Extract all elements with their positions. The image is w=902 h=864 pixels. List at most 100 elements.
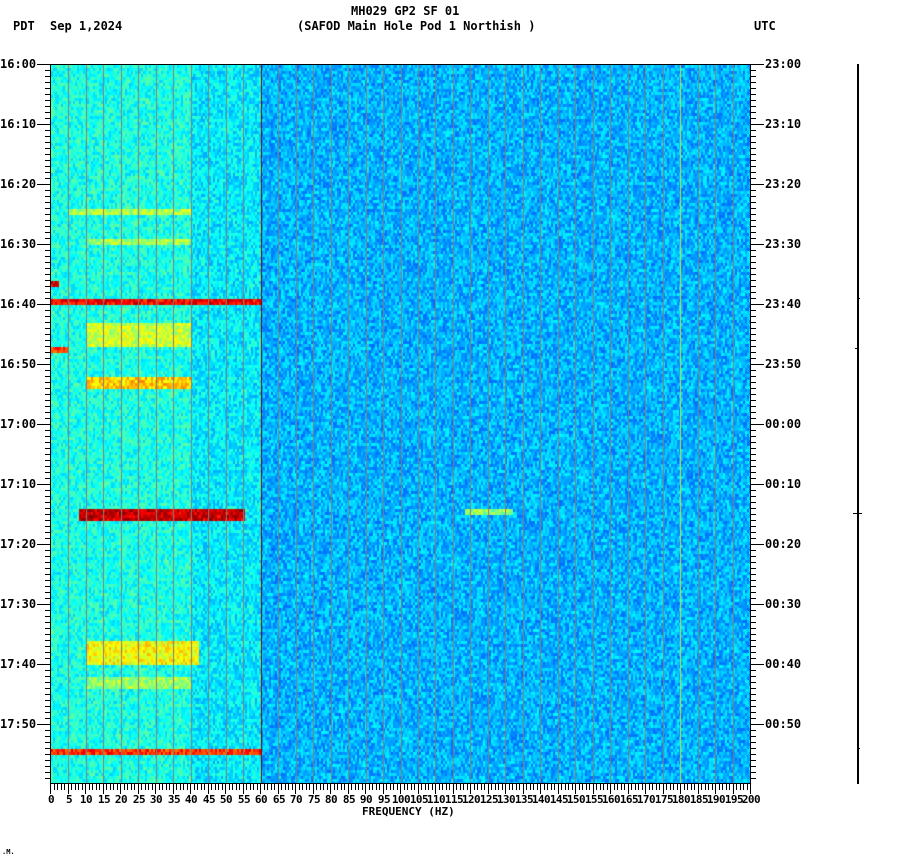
x-tick-label: 165 xyxy=(619,793,639,806)
x-tick xyxy=(57,784,58,790)
y-tick-left xyxy=(45,100,50,101)
x-tick xyxy=(663,784,664,794)
y-tick-right xyxy=(751,622,756,623)
x-tick xyxy=(533,784,534,790)
x-tick xyxy=(208,784,209,794)
x-tick xyxy=(575,784,576,794)
x-tick xyxy=(134,784,135,790)
x-tick-label: 105 xyxy=(409,793,429,806)
x-tick xyxy=(141,784,142,790)
y-tick-left xyxy=(45,298,50,299)
x-tick xyxy=(512,784,513,790)
x-tick xyxy=(540,784,541,794)
y-tick-left xyxy=(45,214,50,215)
x-tick-label: 40 xyxy=(184,793,198,806)
y-tick-right xyxy=(751,214,756,215)
x-tick xyxy=(656,784,657,790)
seismic-trace-line xyxy=(857,64,859,784)
x-tick xyxy=(733,784,734,794)
x-tick xyxy=(642,784,643,790)
x-tick xyxy=(257,784,258,790)
y-tick-right xyxy=(751,172,756,173)
y-tick-right xyxy=(751,388,756,389)
x-tick xyxy=(152,784,153,790)
x-tick xyxy=(316,784,317,790)
y-tick-right xyxy=(751,742,756,743)
x-tick xyxy=(747,784,748,790)
x-tick xyxy=(155,784,156,794)
x-tick xyxy=(631,784,632,790)
chart-subtitle: (SAFOD Main Hole Pod 1 Northish ) xyxy=(297,19,536,33)
x-tick xyxy=(530,784,531,790)
y-tick-left xyxy=(45,406,50,407)
y-label-left: 16:40 xyxy=(0,297,37,311)
y-tick-left xyxy=(45,550,50,551)
x-tick xyxy=(743,784,744,790)
y-tick-left xyxy=(45,676,50,677)
x-tick-label: 20 xyxy=(114,793,128,806)
y-tick-right xyxy=(751,112,756,113)
x-tick xyxy=(89,784,90,790)
y-tick-left xyxy=(45,538,50,539)
y-tick-left xyxy=(45,568,50,569)
y-tick-left xyxy=(45,112,50,113)
x-tick-label: 45 xyxy=(202,793,216,806)
y-tick-right xyxy=(751,766,756,767)
y-tick-left xyxy=(45,190,50,191)
x-tick xyxy=(666,784,667,790)
x-tick xyxy=(719,784,720,790)
x-tick xyxy=(173,784,174,794)
x-tick xyxy=(705,784,706,790)
x-tick xyxy=(372,784,373,790)
y-tick-left xyxy=(45,142,50,143)
x-tick xyxy=(624,784,625,790)
x-tick xyxy=(82,784,83,790)
y-label-left: 16:10 xyxy=(0,117,37,131)
y-tick-left xyxy=(45,532,50,533)
x-tick xyxy=(523,784,524,794)
x-tick-label: 15 xyxy=(97,793,111,806)
y-tick-left xyxy=(37,724,50,725)
x-tick-label: 5 xyxy=(65,793,73,806)
x-tick xyxy=(698,784,699,794)
y-tick-right xyxy=(751,616,756,617)
y-tick-right xyxy=(751,82,756,83)
y-tick-right xyxy=(751,670,756,671)
y-tick-left xyxy=(45,562,50,563)
x-tick xyxy=(568,784,569,790)
x-tick xyxy=(701,784,702,790)
x-tick-label: 55 xyxy=(237,793,251,806)
x-tick xyxy=(519,784,520,790)
x-tick xyxy=(537,784,538,790)
x-tick-label: 195 xyxy=(724,793,744,806)
x-tick xyxy=(306,784,307,790)
x-tick xyxy=(414,784,415,790)
y-tick-left xyxy=(37,664,50,665)
x-tick xyxy=(694,784,695,790)
y-tick-right xyxy=(751,136,756,137)
y-tick-left xyxy=(45,574,50,575)
y-tick-left xyxy=(45,766,50,767)
y-tick-left xyxy=(45,346,50,347)
x-tick xyxy=(320,784,321,790)
y-tick-left xyxy=(45,328,50,329)
x-tick xyxy=(211,784,212,790)
y-tick-right xyxy=(751,520,756,521)
y-tick-left xyxy=(45,382,50,383)
y-tick-right xyxy=(751,76,756,77)
y-tick-left xyxy=(37,364,50,365)
trace-mark xyxy=(853,513,862,514)
y-label-right: 23:50 xyxy=(765,357,802,371)
y-tick-right xyxy=(751,586,756,587)
y-tick-right xyxy=(751,778,756,779)
trace-mark xyxy=(857,748,860,749)
y-tick-left xyxy=(45,322,50,323)
x-tick xyxy=(456,784,457,790)
y-tick-left xyxy=(45,622,50,623)
y-tick-right xyxy=(751,550,756,551)
x-tick xyxy=(330,784,331,794)
y-tick-left xyxy=(45,520,50,521)
y-tick-right xyxy=(751,358,756,359)
y-tick-left xyxy=(45,688,50,689)
x-tick xyxy=(96,784,97,790)
